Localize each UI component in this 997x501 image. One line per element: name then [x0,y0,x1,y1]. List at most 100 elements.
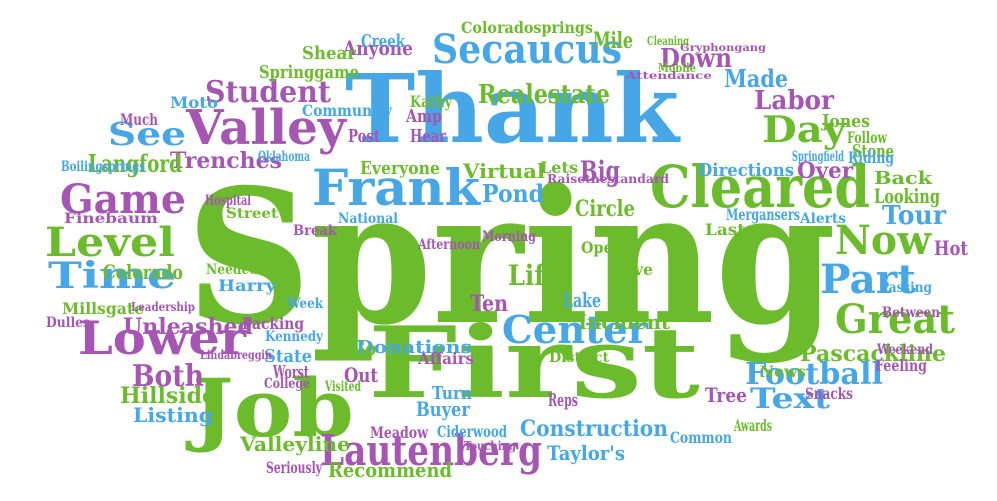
word: Touching [464,439,516,453]
word: Cleared [650,153,870,221]
word: Trenches [170,148,282,174]
word: Boilingsprings [61,159,145,175]
word: Go [352,336,376,360]
word: Weekend [877,342,933,358]
word: Leadership [131,300,195,314]
word: First [368,306,700,421]
word: Incident [578,310,670,334]
word: Thank [345,54,679,165]
word: Affairs [418,349,474,368]
word: Both [132,359,204,394]
word: Center [502,307,648,352]
word: Harry [218,276,276,295]
word: Riding [848,148,894,167]
word: Community [302,101,392,120]
word: Seriously [266,458,322,477]
word: Afternoon [418,237,480,253]
word: Week [287,296,323,312]
word: Packing [242,314,304,333]
word: Now [835,217,931,264]
word: Colorado [103,260,183,284]
word: Directions [698,160,794,181]
word: Cleaning [647,34,689,48]
word: Last [705,220,745,239]
word: Level [45,219,175,266]
word: Spring [186,148,836,366]
word: Donations [356,337,472,358]
word: Text [750,382,830,415]
word: Great [835,296,955,343]
word: Jones [822,111,870,132]
word: Football [745,357,883,392]
word: Listing [133,403,213,427]
word: Reps [548,390,578,411]
word: District [549,350,609,366]
word: Virtual [463,159,545,183]
word: Oklahoma [258,149,310,165]
word: Lake [563,288,601,312]
word: Secaucus [432,26,622,73]
word: Raisethestandard [547,172,669,186]
word: Millsgate [62,299,144,318]
word: Buyer [416,397,470,421]
word: Job [192,361,354,455]
word: Ciderwood [437,422,507,441]
word: Valley [186,100,346,156]
word: Open [581,238,623,257]
word: Hillside [120,383,216,409]
word: Common [670,428,732,447]
word: Snacks [805,384,853,403]
word: Langford [88,149,182,178]
word: Post [348,126,380,147]
word: Gryphongang [680,43,766,54]
word: Coloradosprings [461,18,593,37]
word: See [108,115,186,153]
word: Feeling [875,356,927,375]
word: Hot [934,236,968,260]
word: Circle [575,196,635,222]
word: Recommend [328,458,452,482]
word: Tour [882,201,946,231]
word: Morning [482,229,536,245]
word: Awards [734,416,772,435]
word: Stone [852,141,894,162]
word: Love [613,260,653,279]
word: Finebaum [64,211,158,227]
word: National [338,211,398,227]
word: Passing [880,280,932,296]
word: Worst [273,362,309,383]
word: Creek [361,31,405,52]
word: Everyone [360,158,440,179]
word: Lautenberg [320,426,542,475]
word: Game [60,176,186,223]
word: Looking [874,184,940,208]
word: Unleashed [123,314,253,340]
word: Over [797,158,853,184]
word: Attendance [626,71,712,82]
word: Amp [406,106,442,127]
word: News [760,362,806,381]
word: Valleyline [240,432,350,456]
word: Turn [432,383,472,404]
word: Pond [482,179,544,208]
word: Dulles [46,315,90,331]
word: Kennedy [265,329,323,345]
word: Made [724,64,788,93]
word: Meadow [370,423,428,442]
word: Much [120,110,158,129]
word: Mergansers [726,205,800,224]
word: Pascackline [800,341,946,367]
word: Frank [312,158,480,217]
word: Student [205,75,331,110]
word: Moto [170,93,218,112]
word: Anyone [343,36,413,60]
word: State [264,346,312,367]
word: Back [874,168,932,189]
word: Big [580,155,620,188]
word: Day [762,109,846,151]
word: Break [293,223,337,239]
word: Lower [78,311,246,365]
word: Shear [302,43,356,64]
word: Visited [325,379,361,395]
